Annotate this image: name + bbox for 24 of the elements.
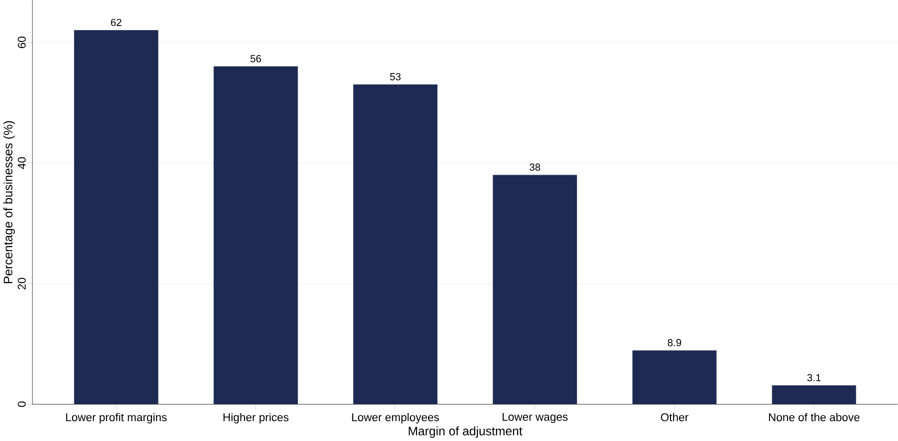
data-label: 62	[111, 18, 122, 26]
x-tick-label: Lower employees	[352, 412, 439, 424]
bar	[492, 174, 577, 404]
bar	[632, 350, 717, 404]
y-tick-label: 60	[18, 36, 26, 48]
data-label: 56	[250, 54, 261, 62]
x-tick-label: Other	[660, 412, 688, 422]
x-tick-label: None of the above	[769, 412, 860, 422]
y-tick-label: 40	[18, 157, 26, 169]
data-label: 38	[530, 163, 540, 171]
x-tick-label: Higher prices	[224, 412, 288, 424]
bar	[353, 84, 438, 404]
bar	[214, 66, 298, 404]
y-axis-title: Percentage of businesses (%)	[3, 121, 15, 283]
data-label: 8.9	[668, 338, 682, 346]
y-tick-label: 0	[18, 401, 26, 407]
bar	[772, 385, 856, 404]
bar	[74, 30, 158, 404]
x-axis-title: Margin of adjustment	[408, 426, 522, 438]
y-tick-label: 20	[18, 278, 26, 290]
data-label: 53	[390, 72, 401, 80]
data-label: 3.1	[807, 374, 821, 382]
x-tick-label: Lower wages	[502, 412, 568, 423]
x-tick-label: Lower profit margins	[66, 412, 167, 424]
